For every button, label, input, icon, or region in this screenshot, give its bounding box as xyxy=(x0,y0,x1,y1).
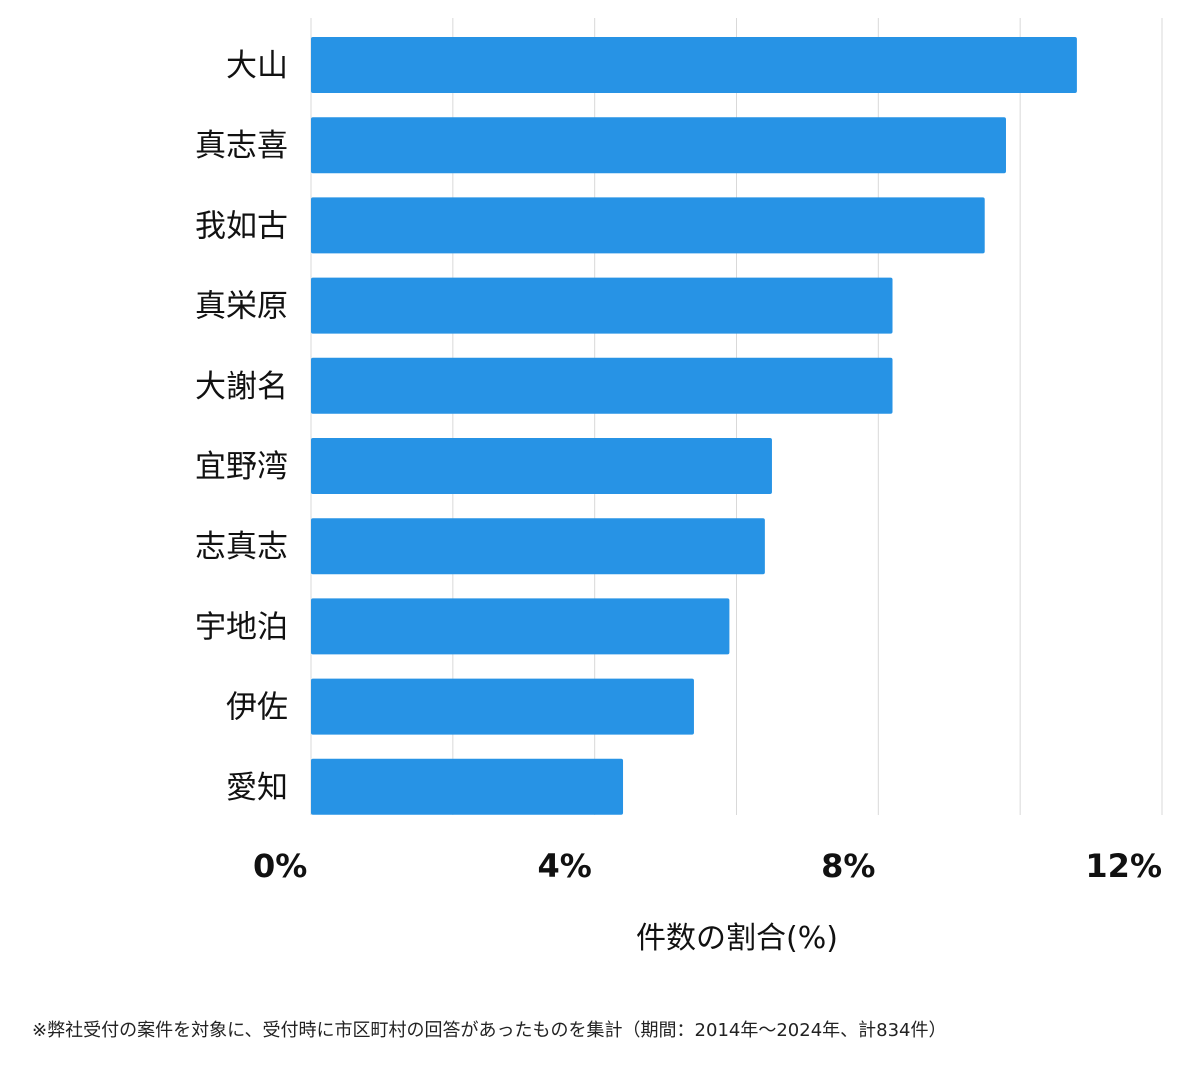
x-axis-label: 件数の割合(%) xyxy=(636,921,838,956)
bar-3 xyxy=(311,197,985,254)
x-tick-label: 8% xyxy=(821,847,875,885)
bar-10 xyxy=(311,758,624,815)
category-label: 志真志 xyxy=(195,529,288,565)
bar-5 xyxy=(311,357,893,414)
category-label: 大謝名 xyxy=(195,369,288,405)
footnote: ※弊社受付の案件を対象に、受付時に市区町村の回答があったものを集計（期間：201… xyxy=(32,1020,947,1041)
bar-7 xyxy=(311,518,765,575)
bar-4 xyxy=(311,277,893,334)
x-tick-label: 12% xyxy=(1085,847,1162,885)
category-label: 我如古 xyxy=(195,208,288,244)
category-label: 宇地泊 xyxy=(195,609,288,645)
x-tick-labels: 0% 4% 8% 12% xyxy=(253,847,1162,885)
bars xyxy=(311,37,1077,815)
category-label: 宜野湾 xyxy=(195,449,288,485)
category-label: 伊佐 xyxy=(226,690,288,726)
bar-2 xyxy=(311,117,1006,174)
x-tick-label: 0% xyxy=(253,847,307,885)
bar-1 xyxy=(311,37,1077,93)
bar-6 xyxy=(311,438,772,494)
bar-8 xyxy=(311,598,730,655)
x-tick-label: 4% xyxy=(538,847,592,885)
category-label: 真志喜 xyxy=(195,128,288,164)
category-label: 真栄原 xyxy=(195,289,288,325)
bar-9 xyxy=(311,678,694,735)
category-label: 愛知 xyxy=(226,770,288,806)
category-label: 大山 xyxy=(226,48,288,84)
